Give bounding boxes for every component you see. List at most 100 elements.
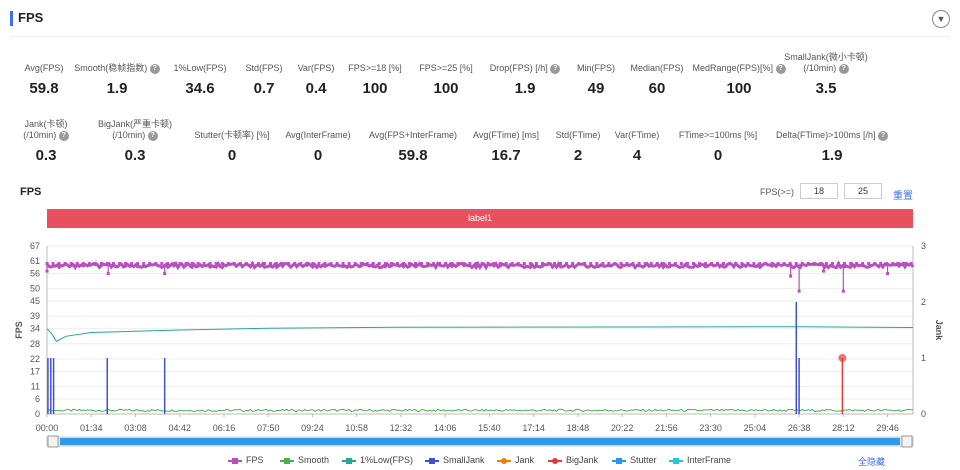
help-icon[interactable]: ?	[838, 63, 849, 74]
fps-point	[51, 262, 55, 266]
fps-point	[534, 262, 538, 266]
legend-item-1-low-fps-[interactable]: 1%Low(FPS)	[342, 455, 413, 465]
x-tick-label: 07:50	[257, 423, 280, 433]
metric-value: 2	[573, 147, 583, 164]
fps-point	[498, 262, 502, 266]
metric-value: 49	[587, 80, 605, 97]
help-icon[interactable]: ?	[58, 130, 69, 141]
fps-point	[704, 262, 708, 266]
fps-point	[740, 262, 744, 266]
fps-point	[571, 262, 575, 266]
help-icon[interactable]: ?	[877, 130, 888, 141]
fps-point	[873, 262, 877, 266]
fps-point	[256, 262, 260, 266]
metric-label: Delta(FTime)>100ms [/h] ?	[762, 130, 902, 141]
fps-point	[269, 262, 273, 266]
help-icon[interactable]: ?	[149, 63, 160, 74]
fps-point	[577, 262, 581, 266]
metric-3: Std(FPS) 0.7	[194, 63, 334, 97]
legend-item-jank[interactable]: Jank	[497, 455, 534, 465]
fps-point	[553, 262, 557, 266]
fps-point	[208, 262, 212, 266]
fps-point	[752, 262, 756, 266]
x-tick-label: 06:16	[213, 423, 236, 433]
fps-point	[99, 262, 103, 266]
fps-point	[160, 262, 164, 266]
fps-point	[347, 262, 351, 266]
metric-label: Avg(FPS+InterFrame)	[368, 130, 458, 140]
y-tick-label: 34	[30, 324, 40, 334]
range-handle-left-icon[interactable]	[47, 435, 59, 448]
metric-label: Avg(FTime) [ms]	[472, 130, 539, 140]
metric-7: Drop(FPS) [/h] ? 1.9	[455, 63, 595, 97]
hide-all-button[interactable]: 全隐藏	[858, 457, 886, 467]
fps-point	[879, 262, 883, 266]
metric-13: BigJank(严重卡顿) (/10min) ? 0.3	[65, 119, 205, 164]
fps-point	[353, 262, 357, 266]
help-icon[interactable]: ?	[147, 130, 158, 141]
fps-point	[691, 262, 695, 266]
fps-point	[667, 262, 671, 266]
metric-label: Var(FTime)	[614, 130, 660, 140]
fps-point	[365, 262, 369, 266]
legend-item-stutter[interactable]: Stutter	[612, 455, 657, 465]
fps-point	[516, 262, 520, 266]
legend-item-smooth[interactable]: Smooth	[280, 455, 329, 465]
help-icon[interactable]: ?	[550, 63, 561, 74]
y-tick-label: 50	[30, 284, 40, 294]
fps-dip-point	[886, 272, 890, 276]
legend-item-smalljank[interactable]: SmallJank	[425, 455, 485, 465]
fps-point	[214, 262, 218, 266]
legend-item-bigjank[interactable]: BigJank	[548, 455, 598, 465]
y-axis-label: FPS	[14, 321, 24, 339]
metric-label: Drop(FPS) [/h] ?	[455, 63, 595, 74]
fps-point	[843, 262, 847, 266]
fps-dip-point	[45, 269, 49, 273]
metric-value: 100	[433, 80, 459, 97]
label-bar[interactable]: label1	[47, 209, 913, 228]
fps-point	[698, 262, 702, 266]
range-handle-right-icon[interactable]	[901, 435, 913, 448]
fps-point	[426, 262, 430, 266]
fps-point	[142, 262, 146, 266]
fps-point	[836, 262, 840, 266]
chart-title: FPS	[20, 186, 42, 198]
fps-point	[637, 262, 641, 266]
metric-value: 0	[227, 147, 237, 164]
fps-point	[891, 262, 895, 266]
help-icon[interactable]: ?	[775, 63, 786, 74]
metric-label: Std(FTime)	[555, 130, 601, 140]
x-tick-label: 04:42	[168, 423, 191, 433]
metric-label: FTime>=100ms [%]	[678, 130, 758, 140]
fps-point	[311, 262, 315, 266]
fps-point	[746, 262, 750, 266]
legend-item-fps[interactable]: FPS	[228, 455, 264, 465]
fps-point	[462, 262, 466, 266]
legend-marker-icon	[497, 457, 511, 465]
legend-item-interframe[interactable]: InterFrame	[669, 455, 731, 465]
fps-point	[595, 262, 599, 266]
fps-point	[118, 262, 122, 266]
metric-6: FPS>=25 [%] 100	[376, 63, 516, 97]
fps-point	[75, 262, 79, 266]
metric-label: Avg(InterFrame)	[285, 130, 351, 140]
fps-point	[685, 262, 689, 266]
y-tick-label: 39	[30, 311, 40, 321]
fps-dip-point	[822, 269, 826, 273]
fps-point	[408, 262, 412, 266]
fps-point	[619, 262, 623, 266]
metric-1: Smooth(稳帧指数) ? 1.9	[47, 63, 187, 97]
fps-threshold-input-1[interactable]: 18	[800, 183, 838, 199]
fps-point	[329, 262, 333, 266]
metric-2: 1%Low(FPS) 34.6	[130, 63, 270, 97]
fps-point	[673, 262, 677, 266]
fps-threshold-input-2[interactable]: 25	[844, 183, 882, 199]
metric-0: Avg(FPS) 59.8	[0, 63, 114, 97]
metric-16: Avg(FPS+InterFrame) 59.8	[343, 130, 483, 164]
metric-label: Smooth(稳帧指数) ?	[47, 63, 187, 74]
collapse-chevron-icon[interactable]: ▼	[932, 10, 950, 28]
reset-button[interactable]: 重置	[893, 191, 913, 202]
metric-label: Avg(FPS)	[24, 63, 64, 73]
metric-value: 0.7	[253, 80, 275, 97]
